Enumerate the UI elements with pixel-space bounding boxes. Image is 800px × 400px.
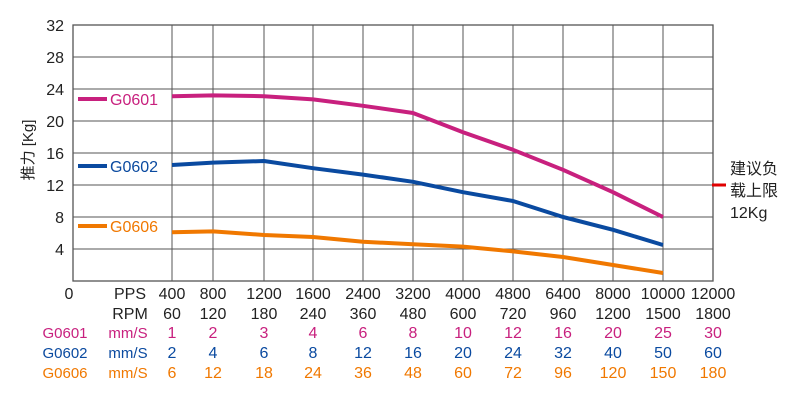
x-tick-label: 960 xyxy=(550,306,577,323)
speed-value: 72 xyxy=(504,365,522,382)
speed-value: 16 xyxy=(554,325,572,342)
x-tick-label: 1500 xyxy=(645,306,681,323)
y-tick-label: 8 xyxy=(55,210,64,227)
speed-value: 4 xyxy=(209,345,218,362)
y-tick-label: 16 xyxy=(46,146,64,163)
y-axis-ticks: 4 8 12 16 20 24 28 32 xyxy=(46,18,64,259)
x-tick-label: 240 xyxy=(300,306,327,323)
x-origin-label: 0 xyxy=(65,286,74,303)
y-tick-label: 24 xyxy=(46,82,64,99)
series-group xyxy=(171,93,664,275)
speed-value: 6 xyxy=(359,325,368,342)
series-row-unit: mm/S xyxy=(108,325,147,342)
speed-value: 120 xyxy=(600,365,627,382)
x-tick-label: 600 xyxy=(450,306,477,323)
speed-value: 150 xyxy=(650,365,677,382)
x-tick-label: 1800 xyxy=(695,306,731,323)
x-tick-label: 12000 xyxy=(691,286,736,303)
speed-value: 12 xyxy=(354,345,372,362)
series-line-G0601 xyxy=(171,93,664,219)
x-tick-label: 4800 xyxy=(495,286,531,303)
x-tick-label: 1200 xyxy=(595,306,631,323)
speed-value: 12 xyxy=(204,365,222,382)
speed-value: 36 xyxy=(354,365,372,382)
y-tick-label: 12 xyxy=(46,178,64,195)
speed-value: 60 xyxy=(704,345,722,362)
x-row-label: RPM xyxy=(112,306,148,323)
x-tick-label: 1200 xyxy=(246,286,282,303)
annotation-text: 建议负 xyxy=(730,160,778,178)
speed-value: 24 xyxy=(304,365,322,382)
speed-value: 20 xyxy=(454,345,472,362)
legend-label: G0602 xyxy=(110,159,158,176)
x-tick-label: 8000 xyxy=(595,286,631,303)
series-row-name: G0606 xyxy=(42,365,87,382)
speed-value: 40 xyxy=(604,345,622,362)
speed-value: 3 xyxy=(260,325,269,342)
speed-value: 1 xyxy=(168,325,177,342)
speed-value: 16 xyxy=(404,345,422,362)
speed-value: 10 xyxy=(454,325,472,342)
series-row-name: G0602 xyxy=(42,345,87,362)
speed-value: 24 xyxy=(504,345,522,362)
speed-value: 30 xyxy=(704,325,722,342)
x-tick-label: 120 xyxy=(200,306,227,323)
speed-value: 96 xyxy=(554,365,572,382)
speed-value: 25 xyxy=(654,325,672,342)
speed-value: 6 xyxy=(168,365,177,382)
speed-value: 12 xyxy=(504,325,522,342)
legend-label: G0601 xyxy=(110,92,158,109)
series-row-unit: mm/S xyxy=(108,345,147,362)
speed-value: 8 xyxy=(309,345,318,362)
x-tick-label: 2400 xyxy=(345,286,381,303)
speed-value: 6 xyxy=(260,345,269,362)
speed-value: 4 xyxy=(309,325,318,342)
speed-value: 18 xyxy=(255,365,273,382)
speed-value: 8 xyxy=(409,325,418,342)
legend-label: G0606 xyxy=(110,219,158,236)
series-row-unit: mm/S xyxy=(108,365,147,382)
speed-value: 20 xyxy=(604,325,622,342)
speed-value: 2 xyxy=(209,325,218,342)
speed-value: 50 xyxy=(654,345,672,362)
x-tick-label: 4000 xyxy=(445,286,481,303)
y-tick-label: 28 xyxy=(46,50,64,67)
annotation-text: 载上限 xyxy=(730,182,778,200)
x-tick-label: 1600 xyxy=(295,286,331,303)
speed-value: 32 xyxy=(554,345,572,362)
y-tick-label: 4 xyxy=(55,242,64,259)
speed-value: 48 xyxy=(404,365,422,382)
y-tick-label: 20 xyxy=(46,114,64,131)
grid xyxy=(72,24,714,282)
x-tick-label: 720 xyxy=(500,306,527,323)
speed-value: 60 xyxy=(454,365,472,382)
x-tick-label: 400 xyxy=(159,286,186,303)
annotation-text: 12Kg xyxy=(730,205,767,222)
y-tick-label: 32 xyxy=(46,18,64,35)
x-tick-label: 360 xyxy=(350,306,377,323)
speed-value: 180 xyxy=(700,365,727,382)
x-tick-label: 10000 xyxy=(641,286,686,303)
x-tick-label: 480 xyxy=(400,306,427,323)
series-row-name: G0601 xyxy=(42,325,87,342)
speed-value: 2 xyxy=(168,345,177,362)
x-tick-label: 800 xyxy=(200,286,227,303)
series-line-G0606 xyxy=(171,229,664,275)
y-axis-label: 推力 [Kg] xyxy=(20,120,37,181)
legend: G0601 G0602 G0606 xyxy=(78,92,158,236)
series-line-G0602 xyxy=(171,159,664,247)
x-row-label: PPS xyxy=(114,286,146,303)
x-tick-label: 6400 xyxy=(545,286,581,303)
x-tick-label: 180 xyxy=(251,306,278,323)
x-tick-label: 60 xyxy=(163,306,181,323)
x-tick-label: 3200 xyxy=(395,286,431,303)
